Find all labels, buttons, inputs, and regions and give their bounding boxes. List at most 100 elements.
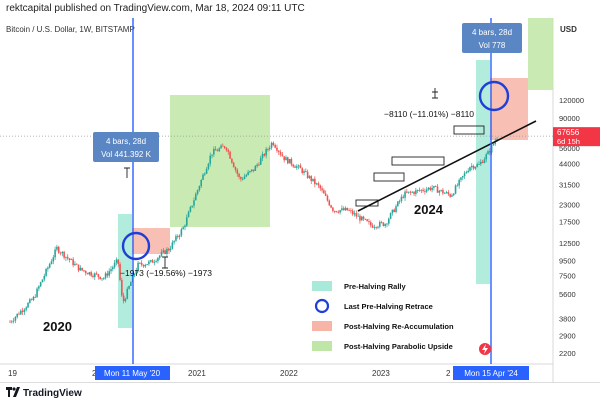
candle-body [346, 207, 349, 211]
candle-body [317, 183, 320, 186]
candle-body [400, 196, 403, 201]
chart-background [0, 18, 600, 382]
candle-body [122, 295, 125, 302]
candle-body [279, 151, 282, 155]
candle-body [463, 173, 466, 176]
candle-body [411, 191, 414, 193]
candle-body [38, 286, 40, 289]
candle-body [207, 163, 210, 169]
candle-body [393, 209, 396, 212]
price-tick-label: 120000 [559, 96, 584, 105]
candle-body [83, 270, 85, 272]
candle-body [406, 191, 408, 193]
candle-body [216, 150, 219, 152]
candle-body [9, 321, 11, 323]
candle-body [436, 186, 439, 193]
candle-body [59, 252, 62, 254]
candle-body [110, 269, 112, 272]
time-tick-label: 2 [92, 369, 97, 378]
candle-body [247, 172, 249, 175]
candle-body [232, 162, 235, 168]
candle-body [277, 150, 280, 152]
candle-body [330, 205, 332, 208]
current-price-countdown: 6d 15h [557, 137, 580, 146]
candle-body [391, 209, 394, 214]
candle-body [113, 262, 116, 268]
price-tick-label: 90000 [559, 114, 580, 123]
candle-body [184, 225, 186, 228]
price-tick-label: 56000 [559, 144, 580, 153]
candle-body [160, 252, 163, 256]
candle-body [481, 161, 484, 163]
candle-body [115, 259, 118, 263]
candle-body [353, 213, 356, 215]
candle-body [104, 273, 107, 279]
candle-body [117, 259, 120, 265]
candle-body [305, 171, 307, 172]
candle-body [310, 176, 313, 182]
candle-body [202, 174, 204, 180]
candle-body [384, 224, 386, 226]
legend-label-post_accum: Post-Halving Re-Accumulation [344, 322, 454, 331]
candle-body [380, 222, 383, 223]
tradingview-icon [6, 387, 20, 397]
candle-body [75, 263, 78, 265]
candle-body [402, 196, 405, 198]
candle-body [238, 173, 240, 177]
candle-body [68, 258, 71, 260]
candle-body [427, 187, 430, 190]
candle-body [359, 215, 361, 221]
range-box-2023-b [373, 172, 405, 182]
candle-body [157, 257, 159, 262]
candle-body [11, 321, 13, 323]
candle-body [429, 187, 432, 190]
candle-body [148, 261, 150, 265]
candle-body [211, 154, 213, 156]
candle-body [364, 218, 367, 220]
year-label-2020: 2020 [43, 319, 72, 334]
candle-body [48, 264, 51, 268]
candle-body [167, 248, 170, 251]
candle-body [333, 210, 336, 212]
candle-body [139, 262, 141, 264]
candle-body [483, 159, 486, 163]
candle-body [388, 218, 390, 224]
candle-body [263, 154, 266, 156]
candle-body [389, 213, 392, 219]
retrace-circle-2024[interactable] [478, 80, 510, 112]
candle-body [398, 200, 401, 202]
candle-body [415, 190, 417, 194]
candle-body [63, 251, 65, 258]
candle-body [328, 200, 331, 206]
price-chart[interactable]: Bitcoin / U.S. Dollar, 1W, BITSTAMP USD 12… [0, 18, 600, 382]
legend-swatch-parabolic [312, 341, 332, 351]
legend-swatch-post_accum [312, 321, 332, 331]
candle-body [306, 171, 309, 178]
candle-body [342, 208, 345, 211]
candle-body [144, 265, 147, 267]
candle-body [146, 264, 148, 266]
bars-label-2020-box [93, 132, 159, 162]
lightning-icon [482, 344, 488, 354]
price-tick-label: 23000 [559, 200, 580, 209]
retrace-circle-2020[interactable] [121, 231, 151, 261]
current-price-tag [553, 127, 600, 147]
candle-body [274, 145, 276, 148]
candle-body [191, 205, 193, 207]
price-axis-area [553, 18, 600, 382]
candle-body [407, 191, 410, 193]
candle-body [92, 275, 94, 277]
candle-body [344, 207, 347, 211]
candle-body [66, 256, 69, 259]
candle-body [77, 264, 80, 271]
price-tick-label: 44000 [559, 159, 580, 168]
candle-body [288, 158, 291, 164]
bars-label-2020-vol: Vol 441.392 K [101, 150, 151, 159]
candle-body [112, 267, 114, 270]
range-box-2023-a [391, 156, 445, 166]
candle-body [480, 161, 482, 165]
price-tick-label: 2900 [559, 331, 576, 340]
candle-body [440, 189, 442, 191]
candle-body [348, 210, 350, 212]
candle-body [470, 165, 473, 168]
